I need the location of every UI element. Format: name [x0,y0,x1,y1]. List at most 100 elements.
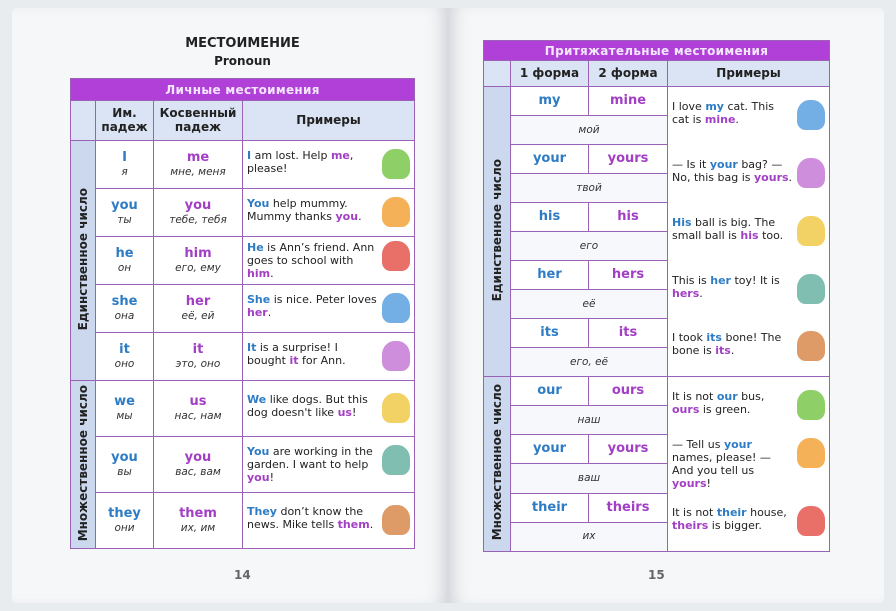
translation: мой [578,123,600,136]
header-form-2: 2 форма [588,60,668,87]
illustration [797,215,825,246]
example-cell: — Is it your bag? — No, this bag is your… [667,144,830,203]
example-cell: It is not their house, theirs is bigger. [667,493,830,552]
illustration [382,240,410,271]
example-text: — Tell us [672,437,724,451]
possessive-pronouns-table: Притяжательные местоимения 1 форма 2 фор… [483,40,830,552]
example-cell: It is not our bus, ours is green. [667,376,830,435]
nominative-cell: he он [95,236,154,285]
highlighted-word: his [740,228,759,242]
example-cell: I took its bone! The bone is its. [667,318,830,377]
highlighted-word: her [710,273,731,287]
illustration [797,506,825,536]
group-label: Множественное число [70,380,96,549]
pronoun: he [115,246,134,261]
table-row: his his His ball is big. The small ball is… [484,202,830,261]
translation-cell: их [510,521,668,552]
page-title: МЕСТОИМЕНИЕ [185,36,300,51]
form-2-cell: mine [588,86,668,116]
example-text: . [788,170,793,184]
example-text: . [267,305,272,319]
illustration [797,273,825,304]
example-cell: You are working in the garden. I want to… [242,436,415,493]
objective-cell: us нас, нам [153,380,243,437]
highlighted-word: her [247,305,268,319]
page-subtitle: Pronoun [214,54,271,68]
pronoun: her [537,267,562,282]
pronoun: ours [611,383,645,398]
highlighted-word: their [716,506,747,519]
form-1-cell: his [510,202,589,232]
example-cell: He is Ann’s friend. Ann goes to school w… [242,236,415,285]
translation: её [582,297,596,310]
illustration [382,196,410,227]
illustration [382,444,410,475]
translation: оно [114,358,135,370]
highlighted-word: my [705,99,724,113]
translation: наш [577,413,601,426]
highlighted-word: me [330,148,350,162]
translation: его, её [570,355,608,368]
form-2-cell: theirs [588,492,668,523]
table-row: her hers This is her toy! It is hers. [484,260,830,319]
pronoun: hers [611,267,645,282]
table-row: he он him его, ему He is Ann’s friend. Ann g… [71,236,415,285]
translation: его, ему [175,262,221,274]
illustration [797,331,825,362]
pronoun: its [618,325,638,340]
pronoun: us [189,394,207,409]
translation: ты [117,214,132,226]
form-1-cell: my [510,86,589,116]
highlighted-word: He [247,240,264,254]
example-text: I took [672,331,707,345]
example-text: . [699,286,703,300]
pronoun: his [617,209,639,224]
header-examples: Примеры [667,60,830,87]
pronoun: I [122,150,127,165]
example-text: This is [672,273,711,287]
pronoun: your [532,441,567,457]
nominative-cell: we мы [95,380,154,437]
nominative-cell: it оно [95,332,154,381]
pronoun: you [111,198,138,213]
highlighted-word: it [289,353,299,367]
table-title: Притяжательные местоимения [483,40,830,61]
example-text: ! [269,471,274,485]
highlighted-word: our [716,389,738,403]
group-label-text: Множественное число [490,384,504,541]
objective-cell: them их, им [153,492,243,549]
pronoun: they [108,506,141,521]
table-row: Единственное число my mine I love my cat. T… [483,86,830,377]
example-text: . [358,209,362,223]
example-text: bag? — No, this bag is [672,157,783,184]
example-text: is nice. Peter loves [270,292,377,306]
pronoun: yours [607,441,649,457]
example-text: help mummy. Mummy thanks [247,196,348,223]
example-text: It is not [672,389,717,403]
translation: вы [117,466,132,478]
objective-cell: it это, оно [153,332,243,381]
form-2-cell: yours [588,144,668,174]
translation: его [579,239,599,252]
example-cell: — Tell us your names, please! — And you … [667,434,830,494]
illustration [382,148,410,179]
translation-cell: наш [510,405,668,435]
example-cell: You help mummy. Mummy thanks you. [242,188,415,237]
example-text: toy! It is [730,273,780,287]
highlighted-word: We [247,392,267,406]
highlighted-word: yours [754,170,789,184]
table-row: it оно it это, оно It is a surprise! I bough… [71,332,415,381]
example-cell: She is nice. Peter loves her. [242,284,415,333]
highlighted-word: She [247,292,271,306]
illustration [797,389,825,420]
example-text: names, please! — And you tell us [672,450,771,477]
pronoun: me [186,150,210,165]
translation: вас, вам [175,466,221,478]
illustration [797,157,825,188]
pronoun: it [192,342,204,357]
form-1-cell: your [510,144,589,174]
form-1-cell: our [510,376,589,406]
pronoun: mine [609,93,647,108]
highlighted-word: It [247,340,257,354]
objective-cell: him его, ему [153,236,243,285]
